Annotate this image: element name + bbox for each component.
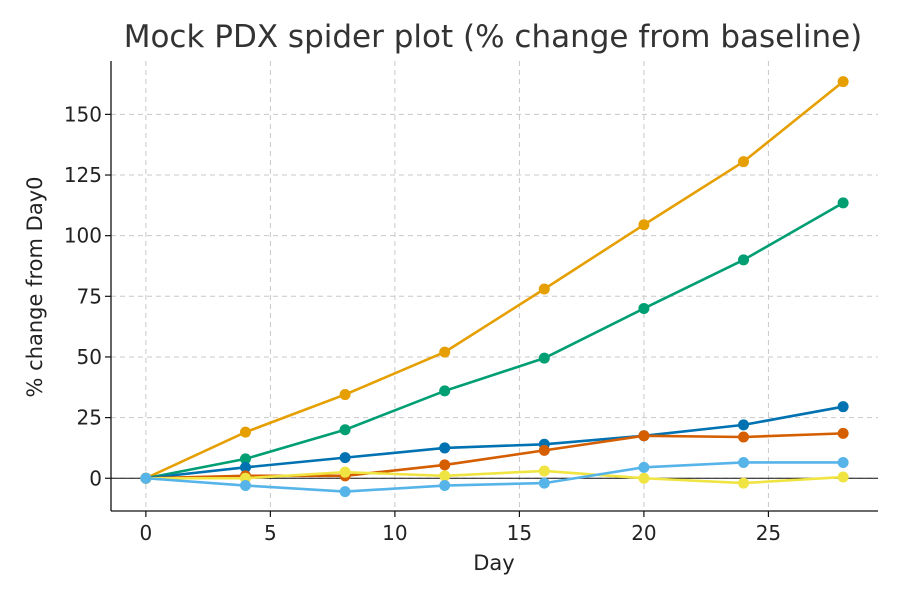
x-tick-label: 5	[264, 521, 277, 545]
data-point	[837, 76, 849, 88]
y-tick-label: 75	[77, 284, 102, 308]
data-point	[239, 426, 251, 438]
data-point	[538, 352, 550, 364]
data-point	[239, 461, 251, 473]
data-point	[439, 480, 451, 492]
x-tick-label: 10	[382, 521, 407, 545]
y-tick-label: 125	[64, 163, 102, 187]
axes	[105, 61, 878, 517]
data-point	[638, 472, 650, 484]
data-point	[140, 472, 152, 484]
data-point	[439, 442, 451, 454]
data-point	[738, 156, 750, 168]
data-point	[339, 389, 351, 401]
data-point	[638, 430, 650, 442]
x-axis-label: Day	[473, 551, 514, 575]
data-point	[738, 477, 750, 489]
y-tick-label: 150	[64, 102, 102, 126]
data-point	[738, 419, 750, 431]
y-axis-label: % change from Day0	[23, 177, 47, 398]
data-point	[837, 427, 849, 439]
x-tick-label: 15	[507, 521, 532, 545]
y-tick-label: 50	[77, 345, 102, 369]
data-point	[538, 444, 550, 456]
data-point	[538, 283, 550, 295]
data-point	[339, 486, 351, 498]
y-tick-label: 25	[77, 406, 102, 430]
data-point	[738, 456, 750, 468]
series-line-1	[144, 80, 845, 480]
x-tick-label: 20	[631, 521, 656, 545]
series-line-6	[144, 461, 845, 493]
data-point	[837, 471, 849, 483]
data-point	[339, 424, 351, 436]
data-point	[239, 453, 251, 465]
data-point	[837, 401, 849, 413]
data-point	[638, 302, 650, 314]
data-point	[738, 431, 750, 443]
data-point	[439, 385, 451, 397]
data-point	[339, 452, 351, 464]
data-point	[439, 346, 451, 358]
series-line-2	[144, 201, 845, 480]
data-point	[638, 219, 650, 231]
data-point	[837, 197, 849, 209]
tick-labels: 0 5 10 15 20 25 0 25 50 75 100 125 150	[64, 102, 781, 545]
y-tick-label: 0	[89, 466, 102, 490]
x-tick-label: 0	[139, 521, 152, 545]
series-line-5	[144, 469, 845, 485]
chart-title: Mock PDX spider plot (% change from base…	[124, 19, 863, 55]
y-tick-label: 100	[64, 224, 102, 248]
grid	[111, 61, 878, 511]
data-point	[837, 456, 849, 468]
x-tick-label: 25	[756, 521, 781, 545]
series-line-3	[144, 405, 845, 480]
data-point	[239, 480, 251, 492]
data-point	[538, 477, 550, 489]
data-point	[738, 254, 750, 266]
data-point	[439, 470, 451, 482]
series-group	[140, 76, 849, 498]
data-point	[439, 459, 451, 471]
series-line-4	[144, 432, 845, 480]
data-point	[638, 461, 650, 473]
data-point	[538, 465, 550, 477]
data-point	[339, 466, 351, 478]
